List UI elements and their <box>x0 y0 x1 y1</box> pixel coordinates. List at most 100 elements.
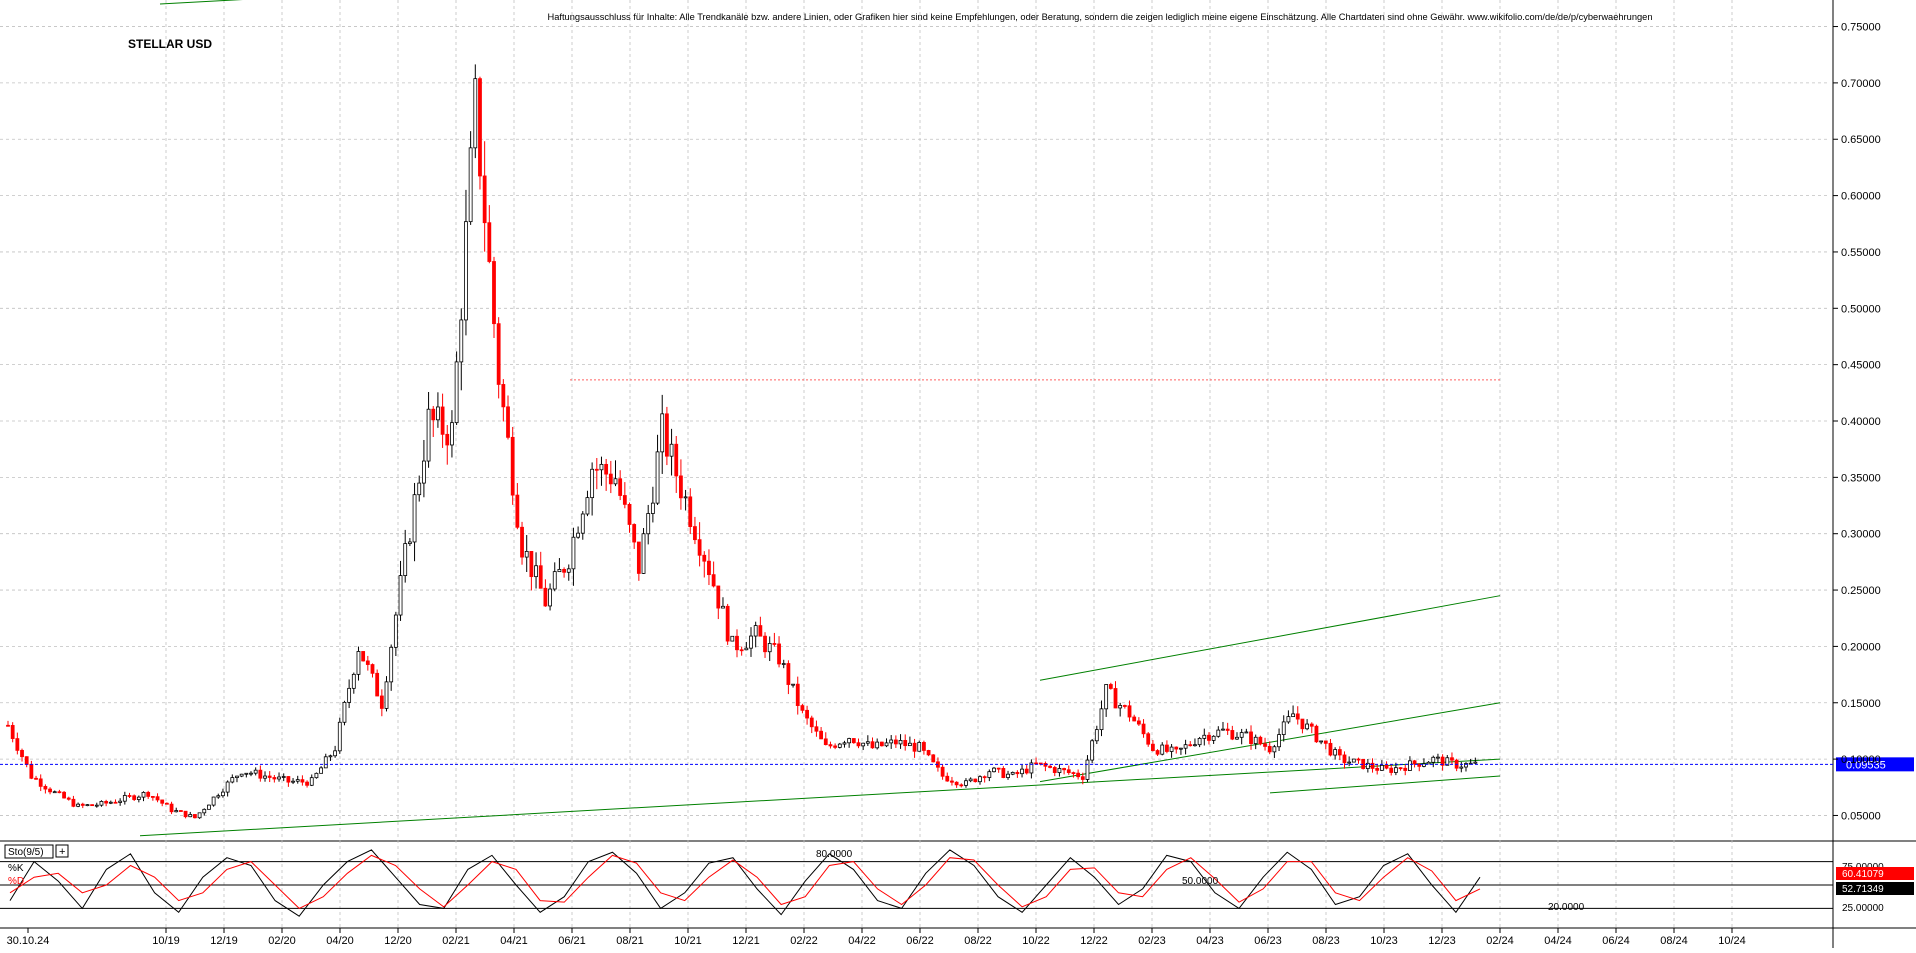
candle-body <box>113 801 118 804</box>
candle-body <box>314 772 319 779</box>
candle-body <box>225 781 230 793</box>
x-tick-label: 10/24 <box>1718 935 1746 947</box>
candle-body <box>94 804 99 807</box>
y-tick-label: 0.55000 <box>1841 247 1881 259</box>
candle-body <box>15 738 20 751</box>
candle-body <box>10 725 15 739</box>
candle-body <box>1347 761 1352 764</box>
indicator-expand-button[interactable] <box>55 844 69 858</box>
candle-body <box>781 663 786 665</box>
candle-body <box>520 526 524 558</box>
candle-body <box>1230 730 1235 740</box>
candle-body <box>24 756 29 765</box>
candle-body <box>1277 734 1281 748</box>
x-tick-label: 02/22 <box>790 935 818 947</box>
candle-body <box>319 767 323 774</box>
candle-body <box>1323 740 1328 744</box>
main-plot-area <box>0 0 1833 840</box>
candle-body <box>571 536 576 570</box>
candle-body <box>1272 746 1277 753</box>
candle-body <box>837 743 842 748</box>
candle-body <box>1393 767 1398 773</box>
candle-body <box>183 810 188 818</box>
candle-body <box>548 588 552 607</box>
candle-body <box>1291 713 1295 718</box>
candle-body <box>1389 767 1394 773</box>
candle-body <box>524 550 529 558</box>
candle-body <box>1384 764 1389 769</box>
candle-body <box>160 799 165 804</box>
indicator-label-box[interactable] <box>4 844 54 859</box>
candle-body <box>1174 746 1179 750</box>
x-tick-label: 10/22 <box>1022 935 1050 947</box>
candle-body <box>85 804 90 807</box>
candle-body <box>431 408 436 421</box>
candle-body <box>244 772 249 775</box>
candle-body <box>809 717 814 728</box>
candle-body <box>749 635 753 649</box>
candle-body <box>1202 734 1207 739</box>
candle-body <box>1216 729 1221 737</box>
candle-body <box>34 777 38 780</box>
candle-body <box>515 494 520 528</box>
x-tick-label: 08/22 <box>964 935 992 947</box>
candle-body <box>1398 767 1403 770</box>
candle-body <box>767 643 772 653</box>
candle-body <box>76 803 80 807</box>
candle-body <box>693 526 697 541</box>
candle-body <box>646 513 651 535</box>
candle-body <box>174 810 179 813</box>
candle-body <box>501 384 506 408</box>
candle-body <box>716 585 721 609</box>
candle-body <box>52 791 57 794</box>
candle-body <box>744 647 749 651</box>
x-tick-label: 12/21 <box>732 935 760 947</box>
x-tick-label: 12/19 <box>210 935 238 947</box>
candle-body <box>1464 763 1468 768</box>
candle-body <box>487 222 492 262</box>
trendline <box>159 0 243 5</box>
candle-body <box>940 766 945 777</box>
candle-body <box>1249 731 1253 744</box>
candle-body <box>295 779 300 782</box>
d-value-badge <box>1836 882 1914 895</box>
candle-body <box>450 422 454 446</box>
candle-body <box>795 683 800 706</box>
candle-body <box>1309 723 1314 727</box>
candle-body <box>1351 758 1356 763</box>
candle-body <box>664 413 669 457</box>
candle-body <box>1099 708 1104 731</box>
candle-body <box>674 443 679 477</box>
candle-body <box>786 663 791 685</box>
candle-body <box>1412 760 1417 765</box>
x-tick-label: 12/22 <box>1080 935 1108 947</box>
candle-body <box>305 781 309 786</box>
x-tick-label: 06/22 <box>906 935 934 947</box>
candle-body <box>421 460 426 484</box>
candle-body <box>641 533 646 574</box>
candle-body <box>1267 746 1272 753</box>
candle-body <box>608 473 613 485</box>
candle-body <box>375 672 380 697</box>
candle-body <box>230 777 235 783</box>
candle-body <box>445 433 450 446</box>
candle-body <box>585 497 590 515</box>
candle-body <box>1365 762 1370 769</box>
candle-body <box>403 543 408 576</box>
candle-body <box>763 635 767 653</box>
candle-body <box>613 478 618 485</box>
candle-body <box>1085 759 1090 780</box>
candle-body <box>889 739 894 744</box>
candle-body <box>945 775 950 782</box>
x-tick-label: 06/24 <box>1602 935 1630 947</box>
candle-body <box>1076 772 1081 778</box>
candle-body <box>987 771 992 778</box>
candle-body <box>122 795 127 802</box>
candle-body <box>351 673 356 689</box>
candle-body <box>543 587 548 607</box>
current-price-line: 0.09535 <box>0 757 1914 772</box>
candle-body <box>1015 771 1020 775</box>
y-tick-label: 0.10000 <box>1841 754 1881 766</box>
x-tick-label: 10/19 <box>152 935 180 947</box>
